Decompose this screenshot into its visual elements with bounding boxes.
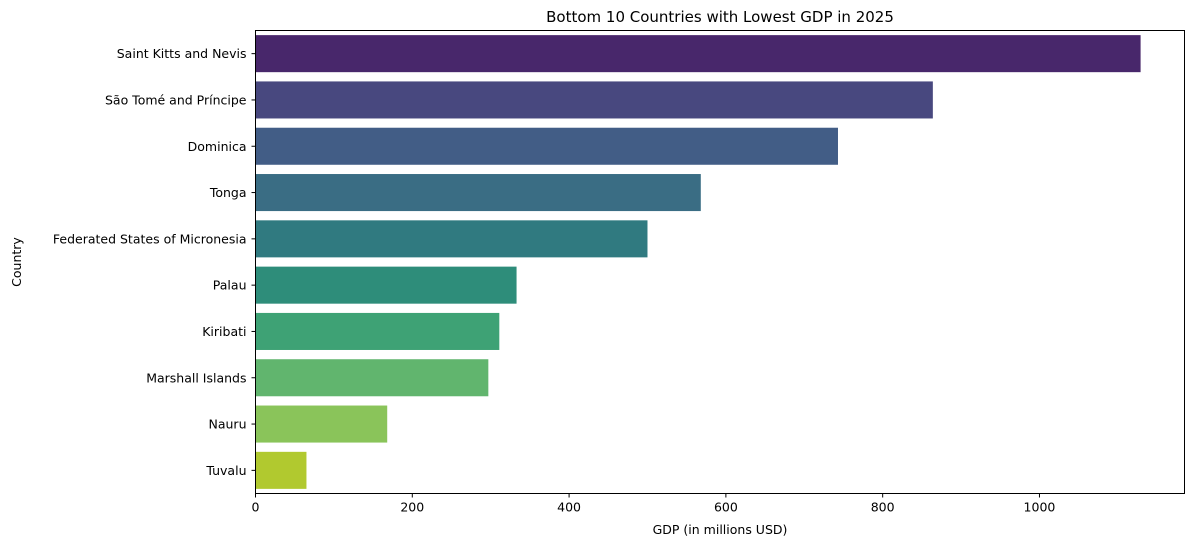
bar bbox=[255, 359, 489, 397]
bar bbox=[255, 220, 648, 258]
y-tick-label: Federated States of Micronesia bbox=[53, 231, 247, 246]
y-tick-label: Marshall Islands bbox=[146, 370, 246, 385]
bar bbox=[255, 451, 307, 489]
bar bbox=[255, 405, 388, 443]
x-ticks: 0 200 400 600 800 1000 bbox=[252, 493, 1056, 515]
bar bbox=[255, 266, 517, 304]
y-tick-label: Saint Kitts and Nevis bbox=[117, 46, 247, 61]
bar bbox=[255, 127, 838, 165]
y-tick-label: Dominica bbox=[188, 139, 247, 154]
x-tick-label: 200 bbox=[400, 500, 424, 515]
bar bbox=[255, 35, 1141, 73]
y-tick-label: São Tomé and Príncipe bbox=[105, 92, 247, 107]
bars-group bbox=[255, 35, 1141, 489]
y-tick-label: Nauru bbox=[209, 417, 247, 432]
x-axis-title: GDP (in millions USD) bbox=[653, 522, 788, 537]
bar bbox=[255, 81, 933, 119]
y-tick-label: Tonga bbox=[209, 185, 247, 200]
bar bbox=[255, 312, 500, 350]
y-tick-label: Palau bbox=[213, 278, 247, 293]
plot-frame bbox=[255, 30, 1185, 494]
bar bbox=[255, 174, 701, 212]
y-tick-label: Tuvalu bbox=[205, 463, 246, 478]
x-tick-label: 1000 bbox=[1024, 500, 1056, 515]
y-tick-label: Kiribati bbox=[202, 324, 246, 339]
y-tick-labels: Saint Kitts and Nevis São Tomé and Prínci… bbox=[53, 46, 256, 478]
x-tick-label: 800 bbox=[871, 500, 895, 515]
x-tick-label: 600 bbox=[714, 500, 738, 515]
y-axis-title: Country bbox=[9, 237, 24, 287]
x-tick-label: 0 bbox=[252, 500, 260, 515]
chart-title: Bottom 10 Countries with Lowest GDP in 2… bbox=[546, 8, 894, 26]
x-tick-label: 400 bbox=[557, 500, 581, 515]
